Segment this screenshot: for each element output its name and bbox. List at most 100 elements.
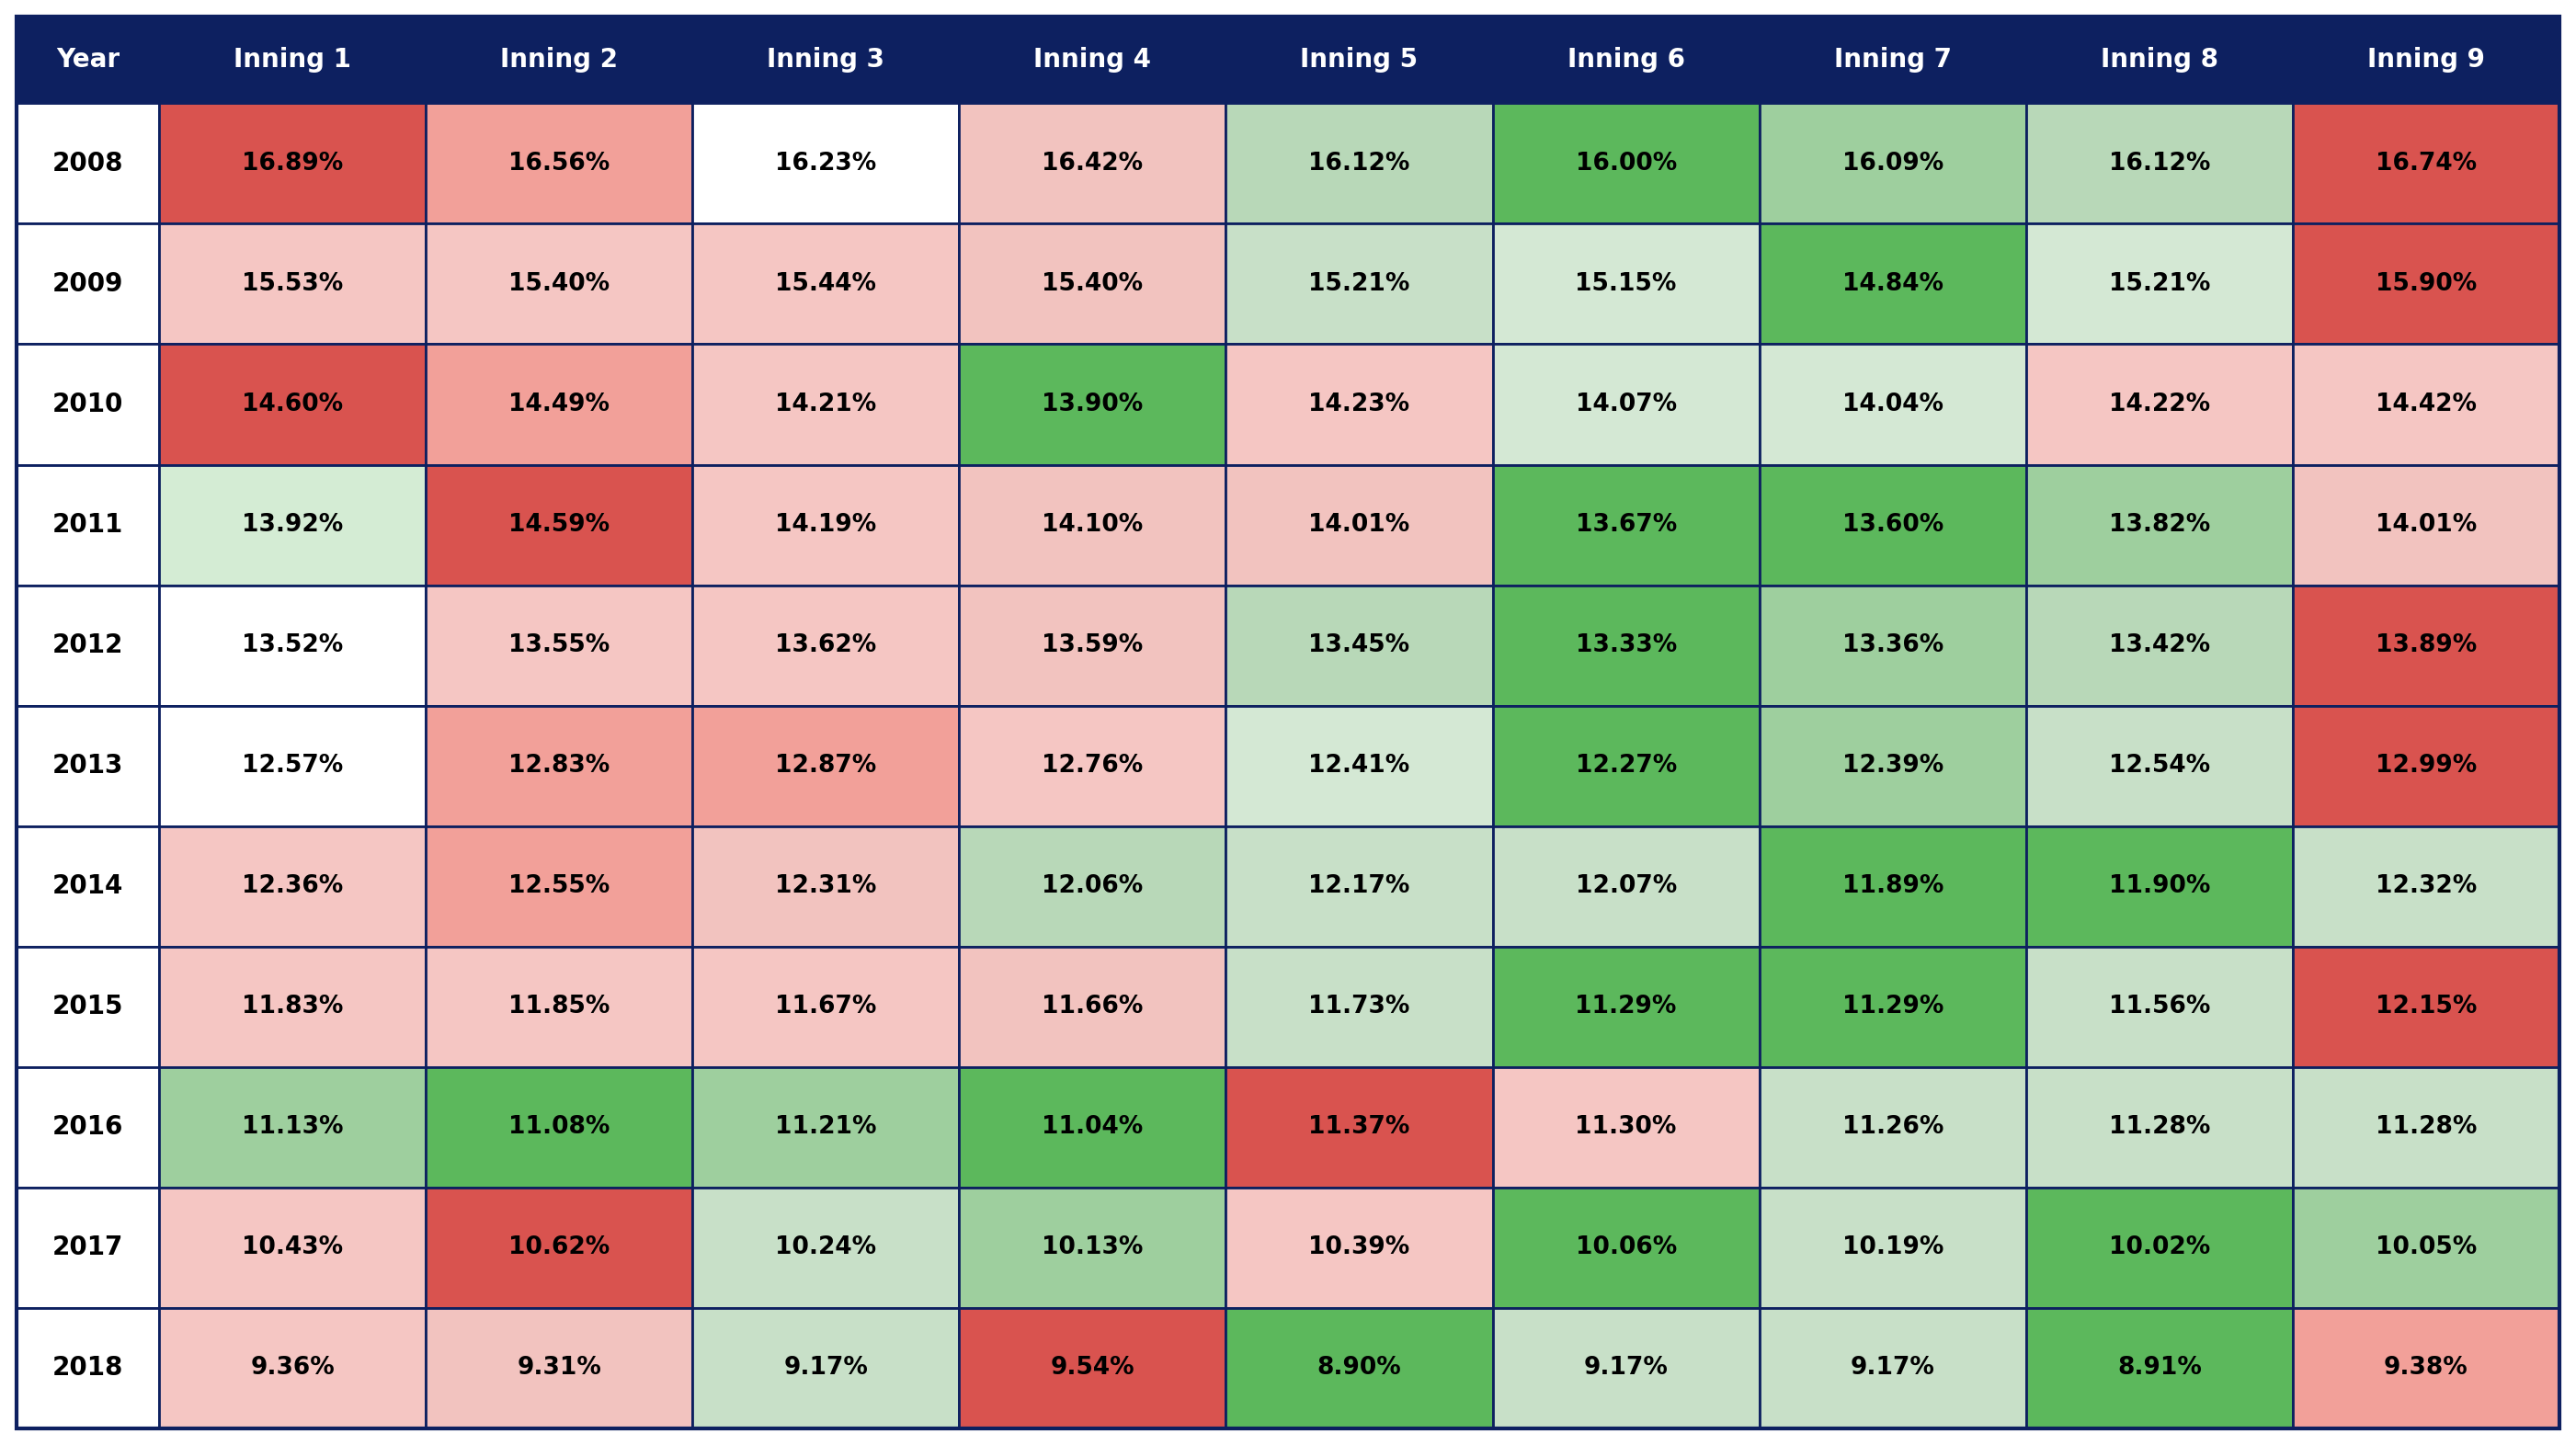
Bar bbox=[1226, 465, 1492, 585]
Bar bbox=[693, 16, 958, 103]
Bar bbox=[425, 344, 693, 465]
Text: 11.56%: 11.56% bbox=[2110, 994, 2210, 1019]
Bar bbox=[425, 103, 693, 224]
Bar bbox=[15, 344, 160, 465]
Text: 13.62%: 13.62% bbox=[775, 633, 876, 657]
Text: 15.15%: 15.15% bbox=[1577, 272, 1677, 296]
Text: 9.31%: 9.31% bbox=[518, 1357, 600, 1380]
Bar bbox=[958, 465, 1226, 585]
Bar bbox=[1759, 16, 2027, 103]
Bar bbox=[1759, 705, 2027, 827]
Text: 13.59%: 13.59% bbox=[1041, 633, 1144, 657]
Bar bbox=[160, 946, 425, 1066]
Bar bbox=[425, 585, 693, 705]
Bar bbox=[693, 1308, 958, 1429]
Text: 12.36%: 12.36% bbox=[242, 874, 343, 899]
Text: 2011: 2011 bbox=[52, 512, 124, 538]
Bar bbox=[958, 1308, 1226, 1429]
Text: 15.44%: 15.44% bbox=[775, 272, 876, 296]
Text: Inning 3: Inning 3 bbox=[768, 48, 884, 72]
Text: 14.21%: 14.21% bbox=[775, 393, 876, 416]
Text: 2010: 2010 bbox=[52, 392, 124, 418]
Bar bbox=[160, 465, 425, 585]
Bar bbox=[958, 827, 1226, 946]
Bar bbox=[15, 946, 160, 1066]
Text: 16.09%: 16.09% bbox=[1842, 152, 1942, 175]
Bar bbox=[693, 103, 958, 224]
Bar bbox=[2027, 946, 2293, 1066]
Text: 13.89%: 13.89% bbox=[2375, 633, 2476, 657]
Bar bbox=[2027, 465, 2293, 585]
Text: 16.12%: 16.12% bbox=[2110, 152, 2210, 175]
Text: 2012: 2012 bbox=[52, 633, 124, 659]
Bar bbox=[2027, 827, 2293, 946]
Text: 11.28%: 11.28% bbox=[2375, 1116, 2478, 1139]
Bar bbox=[2293, 827, 2561, 946]
Text: 11.90%: 11.90% bbox=[2110, 874, 2210, 899]
Bar bbox=[160, 1066, 425, 1188]
Text: 11.30%: 11.30% bbox=[1577, 1116, 1677, 1139]
Bar bbox=[2027, 103, 2293, 224]
Bar bbox=[693, 1188, 958, 1308]
Text: 16.23%: 16.23% bbox=[775, 152, 876, 175]
Text: Inning 5: Inning 5 bbox=[1301, 48, 1419, 72]
Bar bbox=[15, 103, 160, 224]
Text: 12.32%: 12.32% bbox=[2375, 874, 2476, 899]
Bar bbox=[15, 16, 160, 103]
Text: Inning 4: Inning 4 bbox=[1033, 48, 1151, 72]
Bar bbox=[2293, 103, 2561, 224]
Bar bbox=[1492, 465, 1759, 585]
Bar bbox=[2027, 224, 2293, 344]
Bar bbox=[693, 344, 958, 465]
Text: 13.33%: 13.33% bbox=[1577, 633, 1677, 657]
Bar bbox=[693, 946, 958, 1066]
Text: 14.60%: 14.60% bbox=[242, 393, 343, 416]
Bar bbox=[160, 585, 425, 705]
Text: 13.90%: 13.90% bbox=[1041, 393, 1144, 416]
Text: 11.66%: 11.66% bbox=[1041, 994, 1144, 1019]
Text: 10.24%: 10.24% bbox=[775, 1235, 876, 1260]
Bar bbox=[1226, 827, 1492, 946]
Bar bbox=[1759, 103, 2027, 224]
Text: Inning 8: Inning 8 bbox=[2099, 48, 2218, 72]
Bar bbox=[2027, 585, 2293, 705]
Bar bbox=[2293, 1066, 2561, 1188]
Text: 11.29%: 11.29% bbox=[1842, 994, 1942, 1019]
Bar bbox=[1226, 224, 1492, 344]
Text: 10.13%: 10.13% bbox=[1041, 1235, 1144, 1260]
Text: 15.53%: 15.53% bbox=[242, 272, 343, 296]
Text: 11.04%: 11.04% bbox=[1041, 1116, 1144, 1139]
Text: 8.91%: 8.91% bbox=[2117, 1357, 2202, 1380]
Bar bbox=[1226, 585, 1492, 705]
Text: 13.45%: 13.45% bbox=[1309, 633, 1409, 657]
Bar bbox=[2027, 344, 2293, 465]
Bar bbox=[2293, 585, 2561, 705]
Bar bbox=[15, 585, 160, 705]
Text: 11.67%: 11.67% bbox=[775, 994, 876, 1019]
Text: 14.49%: 14.49% bbox=[507, 393, 611, 416]
Bar bbox=[2293, 224, 2561, 344]
Text: 10.02%: 10.02% bbox=[2110, 1235, 2210, 1260]
Text: 11.26%: 11.26% bbox=[1842, 1116, 1942, 1139]
Text: 13.42%: 13.42% bbox=[2110, 633, 2210, 657]
Bar bbox=[1759, 1066, 2027, 1188]
Text: 12.39%: 12.39% bbox=[1842, 754, 1942, 777]
Bar bbox=[2027, 705, 2293, 827]
Text: 12.54%: 12.54% bbox=[2110, 754, 2210, 777]
Bar bbox=[425, 224, 693, 344]
Bar bbox=[958, 344, 1226, 465]
Text: 11.21%: 11.21% bbox=[775, 1116, 876, 1139]
Text: 11.28%: 11.28% bbox=[2110, 1116, 2210, 1139]
Text: 14.07%: 14.07% bbox=[1577, 393, 1677, 416]
Bar bbox=[160, 344, 425, 465]
Bar bbox=[15, 224, 160, 344]
Bar bbox=[1759, 1308, 2027, 1429]
Text: 10.43%: 10.43% bbox=[242, 1235, 343, 1260]
Text: 12.76%: 12.76% bbox=[1041, 754, 1144, 777]
Bar bbox=[1492, 946, 1759, 1066]
Bar bbox=[1226, 946, 1492, 1066]
Text: 2016: 2016 bbox=[52, 1114, 124, 1140]
Text: 9.54%: 9.54% bbox=[1051, 1357, 1133, 1380]
Bar bbox=[160, 705, 425, 827]
Bar bbox=[958, 1066, 1226, 1188]
